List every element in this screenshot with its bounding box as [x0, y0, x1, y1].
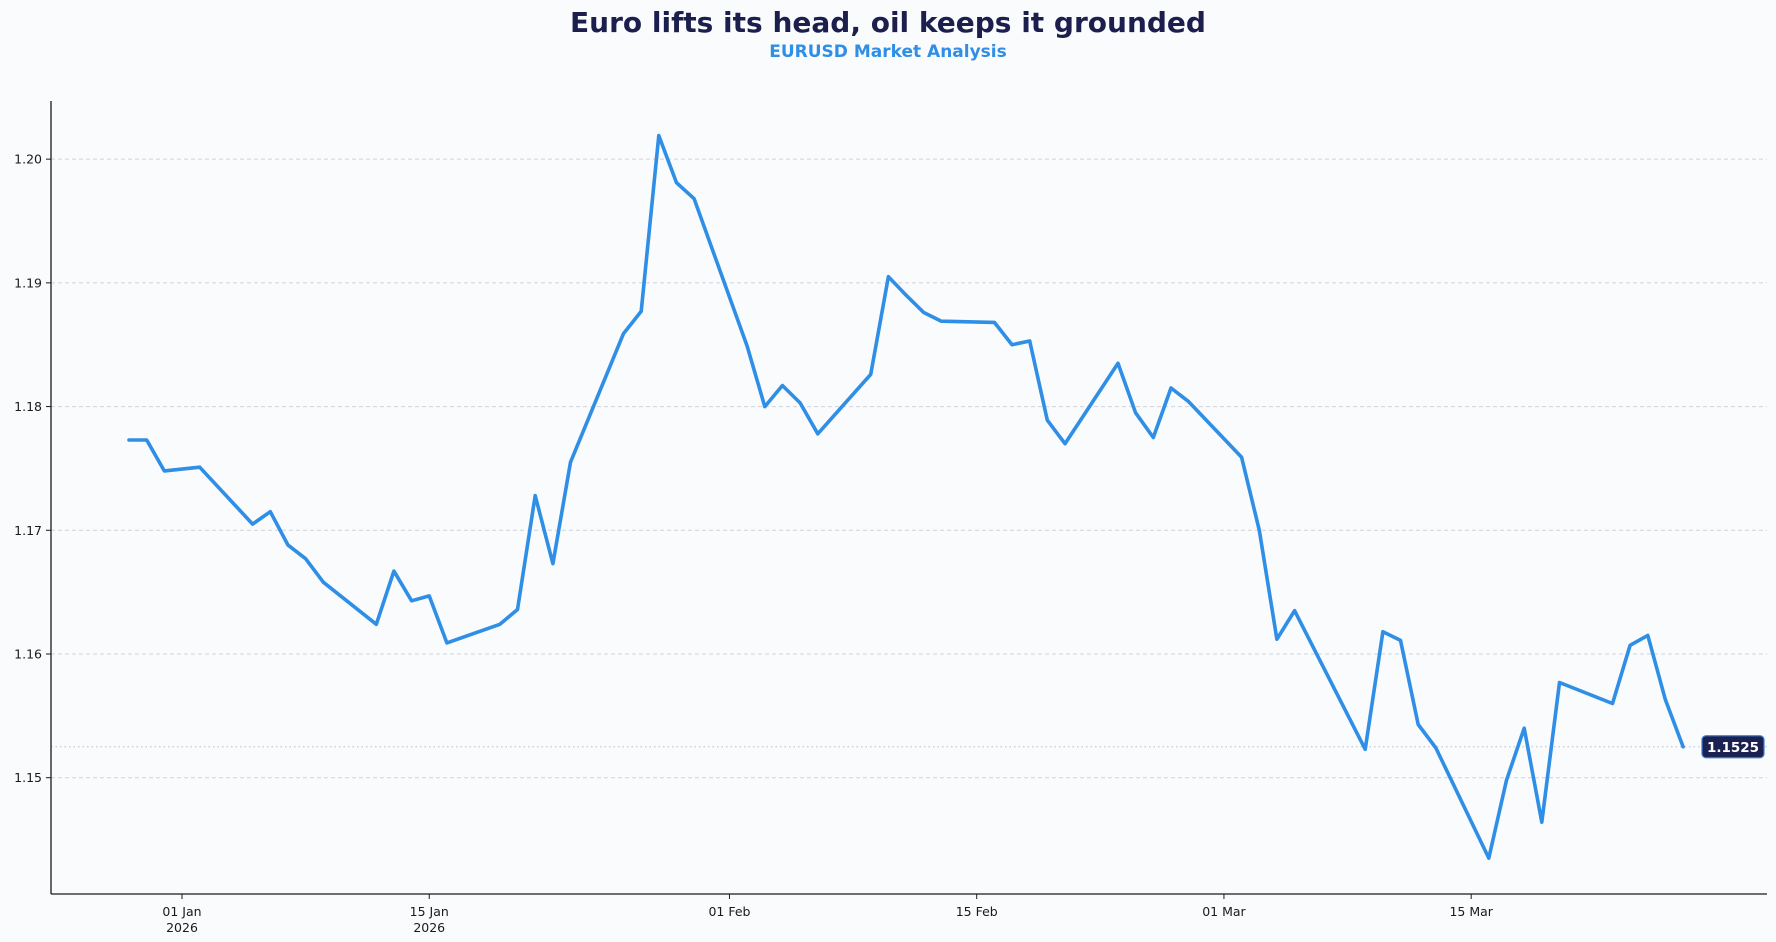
chart-title: Euro lifts its head, oil keeps it ground… — [570, 6, 1206, 39]
y-tick-label: 1.15 — [14, 770, 42, 785]
x-tick-label: 15 Jan — [410, 904, 449, 919]
x-tick-label: 01 Feb — [708, 904, 750, 919]
grid-lines — [51, 158, 1767, 779]
x-tick-label: 15 Mar — [1449, 904, 1493, 919]
x-tick-label: 01 Mar — [1202, 904, 1246, 919]
x-tick-year-label: 2026 — [413, 920, 445, 935]
last-value-text: 1.1525 — [1707, 740, 1759, 756]
y-axis: 1.15 1.16 1.17 1.18 1.19 1.20 — [14, 101, 52, 894]
y-tick-label: 1.16 — [14, 646, 42, 661]
y-tick-label: 1.20 — [14, 152, 42, 167]
y-tick-label: 1.18 — [14, 399, 42, 414]
y-tick-label: 1.19 — [14, 275, 42, 290]
x-tick-label: 15 Feb — [956, 904, 998, 919]
eurusd-price-line — [127, 133, 1685, 860]
chart-subtitle: EURUSD Market Analysis — [769, 42, 1007, 62]
last-value-badge: 1.1525 — [1701, 735, 1765, 759]
x-tick-year-label: 2026 — [166, 920, 198, 935]
x-tick-label: 01 Jan — [162, 904, 201, 919]
badge-background — [1701, 735, 1765, 759]
y-tick-label: 1.17 — [14, 523, 42, 538]
